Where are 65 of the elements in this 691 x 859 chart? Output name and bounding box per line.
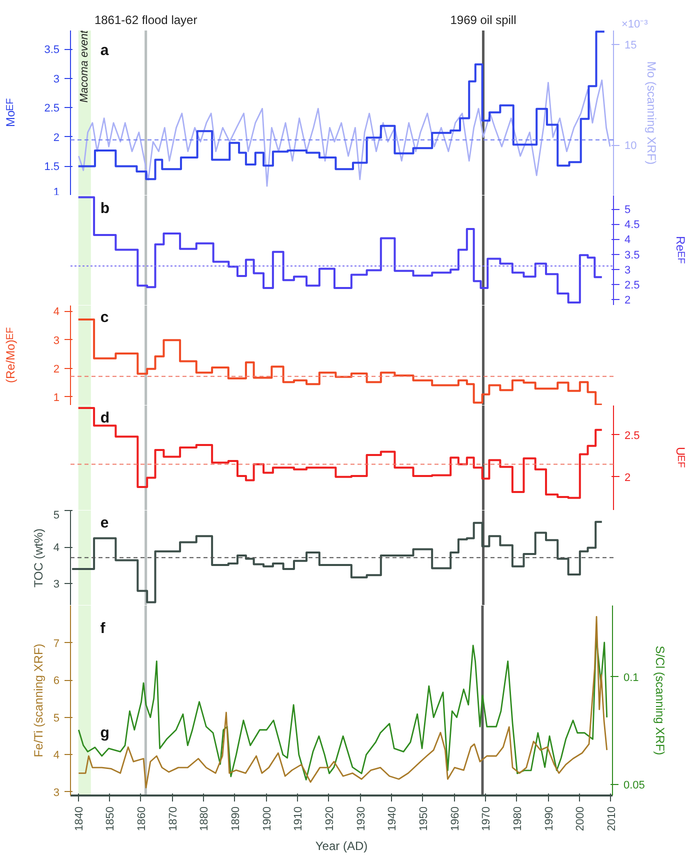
y-tick-label: 5	[53, 510, 60, 522]
y-tick-label: 2	[53, 132, 60, 144]
x-tick-label: 1950	[418, 806, 430, 831]
y2-tick-label: 0.05	[624, 780, 645, 792]
x-tick-label: 2010	[606, 806, 618, 831]
y-tick-label: 5	[53, 712, 60, 724]
y2-tick-label: 4	[624, 234, 631, 246]
y-tick-label: 3	[53, 578, 60, 591]
x-tick-label: 2000	[574, 806, 587, 831]
y-axis-title: Fe/Ti (scanning XRF)	[31, 644, 46, 758]
y-tick-label: 4	[53, 542, 60, 554]
x-tick-label: 1960	[449, 806, 462, 831]
x-tick-label: 1900	[261, 806, 274, 831]
y-tick-label: 4	[53, 750, 60, 762]
x-tick-label: 1970	[480, 806, 493, 831]
y2-tick-label: 3	[624, 264, 631, 276]
x-tick-label: 1930	[355, 806, 368, 831]
y-tick-label: 1.5	[44, 161, 60, 174]
y2-tick-label: 5	[624, 204, 631, 216]
y-tick-label: 2	[53, 363, 60, 376]
x-tick-label: 1850	[104, 806, 117, 831]
annotation: c	[100, 309, 109, 326]
y2-axis-title: Mo (scanning XRF)	[644, 61, 659, 165]
annotation: b	[100, 200, 110, 218]
y2-tick-label: 3.5	[624, 249, 640, 262]
x-tick-label: 1890	[230, 806, 242, 831]
x-tick-label: 1860	[136, 806, 148, 831]
annotation: d	[100, 410, 110, 427]
y-tick-label: 2.5	[44, 102, 60, 115]
y-tick-label: 3	[53, 334, 60, 347]
text: ×10⁻³	[622, 18, 648, 30]
y-tick-label: 6	[53, 675, 60, 688]
y-axis-title: TOC (wt%)	[31, 528, 46, 588]
x-tick-label: 1980	[512, 806, 524, 831]
y2-tick-label: 2.5	[624, 430, 640, 442]
annotation: f	[100, 620, 106, 637]
y2-tick-label: 10	[624, 140, 637, 152]
annotation: g	[100, 724, 110, 742]
ref-line-label: 1969 oil spill	[450, 12, 516, 27]
band-label: Macoma event	[78, 30, 91, 103]
x-tick-label: 1870	[167, 806, 180, 831]
x-tick-label: 1920	[324, 806, 336, 831]
annotation: e	[100, 514, 109, 532]
y-tick-label: 4	[53, 306, 60, 318]
y-tick-label: 1	[53, 392, 60, 404]
x-axis-title: Year (AD)	[315, 838, 368, 853]
y2-tick-label: 2	[624, 472, 631, 484]
y2-tick-label: 15	[624, 40, 637, 52]
ref-line-label: 1861-62 flood layer	[94, 12, 198, 27]
x-tick-label: 1990	[543, 806, 556, 831]
y2-axis-title: S/Cl (scanning XRF)	[652, 646, 667, 756]
x-tick-label: 1940	[386, 806, 399, 831]
y2-tick-label: 0.1	[624, 672, 639, 684]
y-tick-label: 3.5	[44, 44, 60, 56]
line-series	[78, 616, 608, 788]
y-tick-label: 3	[53, 73, 60, 86]
y-tick-label: 7	[53, 638, 60, 650]
y2-tick-label: 4.5	[624, 219, 640, 232]
y2-tick-label: 2.5	[624, 279, 640, 292]
x-tick-label: 1840	[73, 806, 86, 831]
y-tick-label: 3	[53, 786, 60, 799]
annotation: a	[100, 42, 110, 59]
y2-tick-label: 2	[624, 294, 631, 306]
x-tick-label: 1910	[292, 806, 305, 831]
x-tick-label: 1880	[198, 806, 211, 831]
